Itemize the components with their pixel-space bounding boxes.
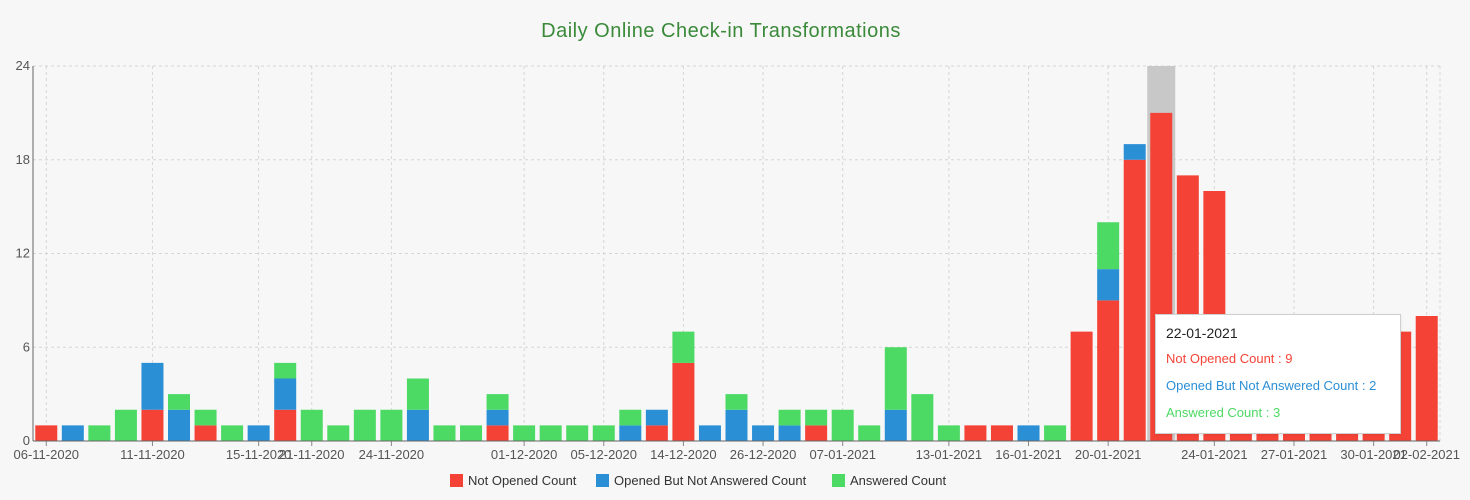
- bar-answered[interactable]: [114, 409, 137, 441]
- legend-swatch[interactable]: [450, 474, 463, 487]
- x-tick-label: 14-12-2020: [650, 447, 717, 462]
- bar-answered[interactable]: [805, 409, 828, 426]
- bar-answered[interactable]: [513, 425, 536, 441]
- bar-answered[interactable]: [672, 331, 695, 363]
- bar-opened-not-answered[interactable]: [168, 409, 191, 441]
- bar-opened-not-answered[interactable]: [247, 425, 270, 441]
- x-tick-label: 16-01-2021: [995, 447, 1062, 462]
- y-tick-label: 24: [16, 58, 30, 73]
- bar-answered[interactable]: [911, 394, 934, 441]
- bar-opened-not-answered[interactable]: [884, 409, 907, 441]
- x-tick-label: 13-01-2021: [916, 447, 983, 462]
- legend-label[interactable]: Answered Count: [850, 473, 946, 488]
- x-tick-label: 11-11-2020: [120, 447, 185, 462]
- bar-opened-not-answered[interactable]: [141, 362, 164, 410]
- bar-not-opened[interactable]: [194, 425, 217, 441]
- bar-answered[interactable]: [725, 394, 748, 410]
- legend[interactable]: Not Opened Count Opened But Not Answered …: [450, 473, 946, 488]
- bar-answered[interactable]: [353, 409, 376, 441]
- legend-label[interactable]: Not Opened Count: [468, 473, 577, 488]
- bar-answered[interactable]: [831, 409, 854, 441]
- bar-answered[interactable]: [539, 425, 562, 441]
- x-tick-label: 27-01-2021: [1261, 447, 1328, 462]
- bar-not-opened[interactable]: [486, 425, 509, 441]
- bar-answered[interactable]: [221, 425, 244, 441]
- bar-answered[interactable]: [592, 425, 615, 441]
- bar-opened-not-answered[interactable]: [725, 409, 748, 441]
- bar-answered[interactable]: [486, 394, 509, 410]
- bar-not-opened[interactable]: [141, 409, 164, 441]
- bar-opened-not-answered[interactable]: [752, 425, 775, 441]
- x-tick-label: 24-01-2021: [1181, 447, 1248, 462]
- bar-not-opened[interactable]: [645, 425, 668, 441]
- bar-opened-not-answered[interactable]: [486, 409, 509, 426]
- x-tick-label: 05-12-2020: [571, 447, 638, 462]
- bar-answered[interactable]: [884, 347, 907, 410]
- x-tick-label: 06-11-2020: [14, 447, 80, 462]
- x-tick-label: 24-11-2020: [359, 447, 425, 462]
- bar-not-opened[interactable]: [274, 409, 297, 441]
- x-tick-label: 01-12-2020: [491, 447, 558, 462]
- bar-answered[interactable]: [619, 409, 642, 426]
- bar-answered[interactable]: [937, 425, 960, 441]
- bar-answered[interactable]: [460, 425, 483, 441]
- bar-answered[interactable]: [274, 362, 297, 379]
- bar-not-opened[interactable]: [1123, 159, 1146, 441]
- bar-answered[interactable]: [566, 425, 589, 441]
- bar-opened-not-answered[interactable]: [1097, 269, 1120, 301]
- bar-not-opened[interactable]: [990, 425, 1013, 441]
- bar-answered[interactable]: [88, 425, 111, 441]
- x-tick-label: 15-11-2020: [226, 447, 292, 462]
- bar-answered[interactable]: [380, 409, 403, 441]
- x-tick-label: 20-01-2021: [1075, 447, 1142, 462]
- bar-not-opened[interactable]: [964, 425, 987, 441]
- chart-title: Daily Online Check-in Transformations: [541, 20, 901, 42]
- bar-opened-not-answered[interactable]: [1123, 144, 1146, 160]
- bar-opened-not-answered[interactable]: [778, 425, 801, 441]
- legend-label[interactable]: Opened But Not Answered Count: [614, 473, 807, 488]
- tooltip-opened-not-answered: Opened But Not Answered Count : 2: [1166, 378, 1377, 393]
- bar-opened-not-answered[interactable]: [274, 378, 297, 410]
- bar-answered[interactable]: [168, 394, 191, 410]
- x-tick-label: 30-01-2021: [1340, 447, 1407, 462]
- legend-swatch[interactable]: [832, 474, 845, 487]
- tooltip-date: 22-01-2021: [1166, 325, 1238, 341]
- bar-not-opened[interactable]: [1415, 316, 1438, 441]
- tooltip-answered: Answered Count : 3: [1166, 405, 1281, 420]
- y-tick-label: 0: [23, 433, 30, 448]
- bar-opened-not-answered[interactable]: [698, 425, 721, 441]
- bar-not-opened[interactable]: [1097, 300, 1120, 441]
- bar-not-opened[interactable]: [1070, 331, 1093, 441]
- bar-answered[interactable]: [194, 409, 217, 426]
- y-tick-label: 6: [23, 339, 30, 354]
- bar-opened-not-answered[interactable]: [61, 425, 84, 441]
- tooltip-not-opened: Not Opened Count : 9: [1166, 351, 1293, 366]
- x-tick-label: 26-12-2020: [730, 447, 797, 462]
- bar-answered[interactable]: [433, 425, 456, 441]
- bar-answered[interactable]: [406, 378, 429, 410]
- axes: 0 6 12 18 24 06-11-2020 11-11-2020 15-11-202021…: [14, 58, 1460, 462]
- bar-answered[interactable]: [1097, 222, 1120, 270]
- x-tick-label: 02-02-2021: [1393, 447, 1460, 462]
- bar-answered[interactable]: [300, 409, 323, 441]
- bar-opened-not-answered[interactable]: [1017, 425, 1040, 441]
- y-tick-label: 18: [16, 152, 30, 167]
- bar-opened-not-answered[interactable]: [406, 409, 429, 441]
- bar-opened-not-answered[interactable]: [645, 409, 668, 426]
- bar-not-opened[interactable]: [35, 425, 58, 441]
- bar-answered[interactable]: [327, 425, 350, 441]
- chart-tooltip: 22-01-2021 Not Opened Count : 9 Opened B…: [1155, 314, 1401, 434]
- bar-answered[interactable]: [778, 409, 801, 426]
- bar-answered[interactable]: [858, 425, 881, 441]
- x-tick-label: 21-11-2020: [279, 447, 345, 462]
- bar-not-opened[interactable]: [672, 362, 695, 441]
- bar-answered[interactable]: [1044, 425, 1067, 441]
- y-tick-label: 12: [16, 246, 30, 261]
- bar-opened-not-answered[interactable]: [619, 425, 642, 441]
- bar-not-opened[interactable]: [805, 425, 828, 441]
- legend-swatch[interactable]: [596, 474, 609, 487]
- x-tick-label: 07-01-2021: [809, 447, 876, 462]
